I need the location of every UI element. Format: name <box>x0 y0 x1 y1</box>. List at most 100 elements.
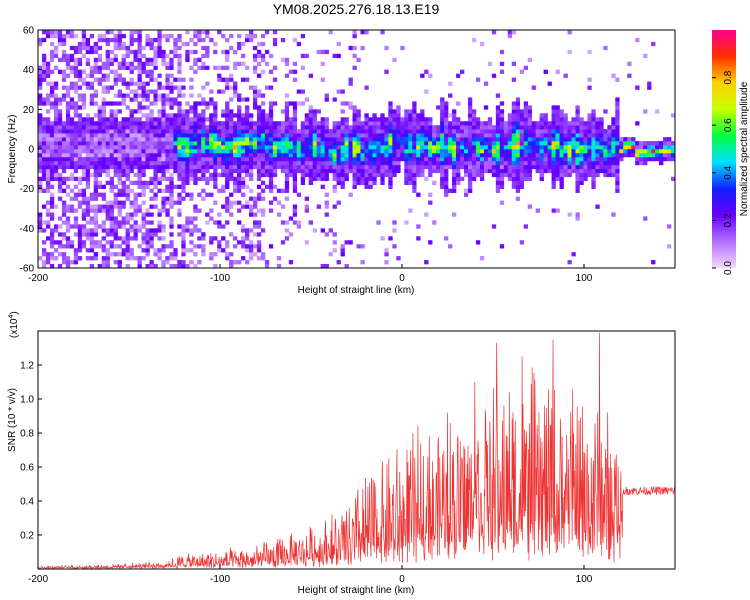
spectrogram-cell <box>288 156 294 162</box>
spectrogram-cell <box>599 168 604 174</box>
spectrogram-cell <box>181 228 186 233</box>
spectrogram-cell <box>292 105 298 110</box>
spectrogram-cell <box>571 125 576 130</box>
spectrogram-cell <box>77 61 83 66</box>
spectrogram-cell <box>619 156 624 162</box>
spectrogram-cell <box>559 141 564 146</box>
spectrogram-cell <box>109 244 114 249</box>
spectrogram-cell <box>149 264 154 269</box>
spectrogram-cell <box>260 109 266 114</box>
spectrogram-cell <box>121 97 126 102</box>
spectrogram-cell <box>364 160 369 166</box>
spectrogram-cell <box>101 129 106 134</box>
spectrogram-cell <box>428 133 433 138</box>
spectrogram-cell <box>495 105 501 110</box>
spectrogram-cell <box>288 160 294 166</box>
spectrogram-cell <box>145 41 150 47</box>
spectrogram-cell <box>276 264 282 269</box>
spectrogram-cell <box>57 224 63 229</box>
spectrogram-cell <box>559 121 564 126</box>
spectrogram-cell <box>288 164 294 170</box>
spectrogram-cell <box>527 156 532 162</box>
spectrogram-cell <box>428 168 433 174</box>
spectrogram-cell <box>101 137 106 142</box>
spectrogram-cell <box>205 53 210 59</box>
spectrogram-cell <box>603 141 608 146</box>
spectrogram-cell <box>101 192 106 197</box>
spectrogram-cell <box>81 224 87 229</box>
spectrogram-cell <box>45 180 51 185</box>
spectrogram-cell <box>352 33 357 39</box>
spectrogram-cell <box>189 125 194 130</box>
spectrogram-cell <box>424 149 429 154</box>
spectrogram-cell <box>209 192 214 197</box>
spectrogram-cell <box>284 101 290 106</box>
y-tick-label: 20 <box>23 105 35 116</box>
spectrogram-cell <box>173 125 178 130</box>
spectrogram-cell <box>340 129 345 134</box>
spectrogram-cell <box>499 125 505 130</box>
spectrogram-cell <box>185 152 190 158</box>
spectrogram-cell <box>272 164 278 170</box>
spectrogram-cell <box>117 200 122 205</box>
spectrogram-cell <box>491 73 497 78</box>
spectrogram-cell <box>221 137 226 142</box>
spectrogram-cell <box>173 248 178 253</box>
spectrogram-cell <box>396 145 401 150</box>
spectrogram-cell <box>515 141 521 146</box>
spectrogram-cell <box>101 145 106 150</box>
spectrogram-cell <box>440 164 445 170</box>
spectrogram-cell <box>161 149 166 154</box>
spectrogram-cell <box>77 113 83 118</box>
spectrogram-cell <box>45 168 51 174</box>
spectrogram-cell <box>356 244 361 249</box>
spectrogram-cell <box>201 160 206 166</box>
spectrogram-cell <box>193 176 198 182</box>
spectrogram-cell <box>173 137 178 142</box>
spectrogram-cell <box>579 141 584 146</box>
spectrogram-cell <box>45 73 51 78</box>
spectrogram-cell <box>400 156 405 162</box>
spectrogram-cell <box>125 252 130 257</box>
spectrogram-cell <box>89 164 95 170</box>
spectrogram-cell <box>479 168 485 174</box>
spectrogram-cell <box>260 113 266 118</box>
spectrogram-cell <box>316 145 321 150</box>
spectrogram-cell <box>575 129 580 134</box>
spectrogram-cell <box>320 61 325 66</box>
spectrogram-cell <box>61 97 67 102</box>
spectrogram-cell <box>217 240 222 245</box>
spectrogram-cell <box>101 260 106 265</box>
spectrogram-cell <box>551 113 556 118</box>
spectrogram-cell <box>85 208 91 213</box>
spectrogram-cell <box>85 164 91 170</box>
spectrogram-cell <box>129 228 134 233</box>
spectrogram-cell <box>249 121 254 126</box>
spectrogram-cell <box>173 264 178 269</box>
spectrogram-cell <box>467 160 473 166</box>
spectrogram-cell <box>38 85 43 90</box>
spectrogram-cell <box>41 129 47 134</box>
spectrogram-cell <box>101 37 106 43</box>
spectrogram-cell <box>93 252 99 257</box>
spectrogram-cell <box>543 156 548 162</box>
spectrogram-cell <box>245 37 250 43</box>
spectrogram-cell <box>38 176 43 182</box>
spectrogram-cell <box>296 220 302 225</box>
spectrogram-cell <box>205 160 210 166</box>
spectrogram-cell <box>125 45 130 51</box>
spectrogram-cell <box>165 184 170 189</box>
spectrogram-cell <box>61 125 67 130</box>
spectrogram-cell <box>412 133 417 138</box>
spectrogram-cell <box>408 129 413 134</box>
spectrogram-cell <box>256 113 262 118</box>
spectrogram-cell <box>448 133 453 138</box>
spectrogram-cell <box>300 33 306 39</box>
spectrogram-cell <box>300 121 306 126</box>
spectrogram-cell <box>471 137 477 142</box>
spectrogram-cell <box>352 105 357 110</box>
spectrogram-cell <box>113 69 118 74</box>
spectrogram-cell <box>97 224 102 229</box>
spectrogram-cell <box>41 69 47 74</box>
spectrogram-cell <box>133 212 138 217</box>
